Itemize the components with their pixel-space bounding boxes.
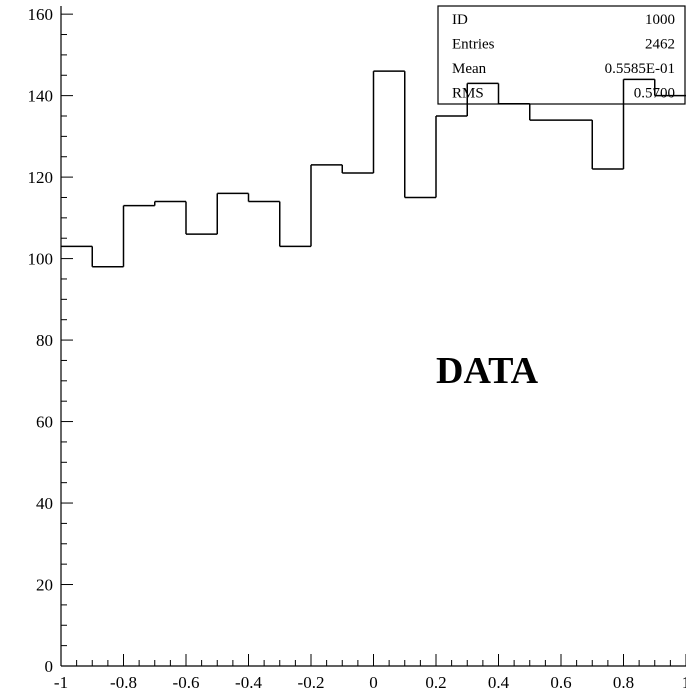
stats-label: Entries [452, 37, 495, 53]
axes: 0 20 40 60 80 100 120 140 160 -1 -0.8 -0.6 -0.4 -0.2 0… [28, 5, 686, 692]
y-tick-label: 0 [45, 657, 54, 676]
x-tick-label: 0.4 [488, 673, 510, 692]
x-tick-label: -0.2 [298, 673, 325, 692]
stats-label: Mean [452, 61, 487, 77]
stats-value: 2462 [645, 37, 675, 53]
stats-value: 0.5700 [634, 86, 675, 102]
x-tick-label: 0.6 [550, 673, 571, 692]
x-tick-label: 0.2 [425, 673, 446, 692]
y-tick-label: 160 [28, 5, 54, 24]
y-tick-label: 80 [36, 331, 53, 350]
x-tick-label: 0.8 [613, 673, 634, 692]
y-tick-label: 40 [36, 494, 53, 513]
y-tick-label: 60 [36, 413, 53, 432]
x-tick-label: -0.4 [235, 673, 262, 692]
stats-label: ID [452, 12, 468, 28]
x-tick-label: 1 [682, 673, 686, 692]
stats-label: RMS [452, 86, 484, 102]
stats-value: 1000 [645, 12, 675, 28]
y-tick-label: 20 [36, 576, 53, 595]
y-tick-label: 100 [28, 250, 54, 269]
stats-value: 0.5585E-01 [605, 61, 675, 77]
x-tick-label: 0 [369, 673, 378, 692]
x-tick-label: -0.8 [110, 673, 137, 692]
stats-box-frame [437, 5, 686, 105]
histogram-series [61, 70, 686, 268]
y-tick-label: 140 [28, 87, 54, 106]
x-tick-label: -0.6 [173, 673, 200, 692]
data-annotation: DATA [436, 350, 539, 392]
stats-box: ID 1000 Entries 2462 Mean 0.5585E-01 RMS 0.5700 [437, 5, 686, 105]
y-tick-label: 120 [28, 168, 54, 187]
x-tick-label: -1 [54, 673, 68, 692]
